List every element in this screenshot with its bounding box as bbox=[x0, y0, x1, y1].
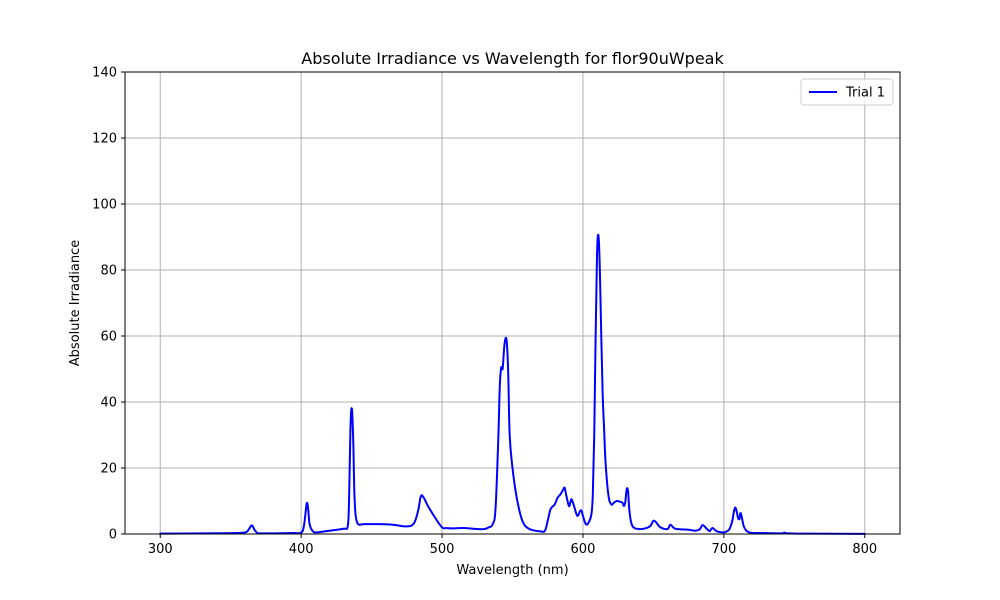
y-tick-label: 120 bbox=[92, 132, 117, 147]
x-tick-label: 500 bbox=[430, 542, 455, 557]
y-tick-label: 60 bbox=[100, 330, 117, 345]
x-axis-label: Wavelength (nm) bbox=[456, 563, 568, 578]
chart-title: Absolute Irradiance vs Wavelength for fl… bbox=[301, 49, 724, 68]
y-tick-label: 0 bbox=[109, 528, 117, 543]
x-axis-ticks: 300 400 500 600 700 800 bbox=[148, 534, 877, 557]
legend: Trial 1 bbox=[800, 78, 894, 106]
x-tick-label: 600 bbox=[571, 542, 596, 557]
y-axis-ticks: 0 20 40 60 80 100 120 140 bbox=[92, 66, 125, 543]
y-tick-label: 140 bbox=[92, 66, 117, 81]
series-layer bbox=[159, 233, 866, 535]
y-tick-label: 100 bbox=[92, 198, 117, 213]
x-tick-label: 400 bbox=[289, 542, 314, 557]
y-tick-label: 40 bbox=[100, 396, 117, 411]
plot-frame bbox=[124, 71, 901, 535]
y-axis-label: Absolute Irradiance bbox=[68, 240, 83, 366]
legend-box bbox=[800, 78, 894, 106]
x-tick-label: 700 bbox=[711, 542, 736, 557]
x-tick-label: 800 bbox=[852, 542, 877, 557]
y-tick-label: 80 bbox=[100, 264, 117, 279]
y-tick-label: 20 bbox=[100, 462, 117, 477]
legend-label-trial-1: Trial 1 bbox=[845, 86, 885, 101]
series-line-trial-1 bbox=[159, 233, 866, 535]
x-tick-label: 300 bbox=[148, 542, 173, 557]
